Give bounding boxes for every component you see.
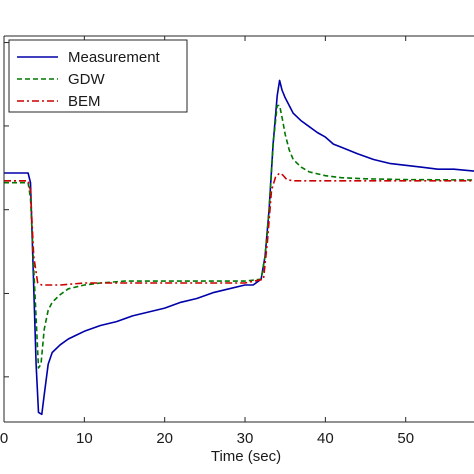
legend-label-bem: BEM (68, 93, 101, 110)
x-tick-label-20: 20 (156, 430, 173, 447)
x-tick-label-40: 40 (317, 430, 334, 447)
legend-label-measurement: Measurement (68, 49, 161, 66)
x-tick-label-0: 0 (0, 430, 8, 447)
legend: Measurement GDW BEM (8, 39, 188, 113)
ticks-layer: 0 10 20 30 40 50 (0, 36, 414, 447)
x-tick-label-30: 30 (237, 430, 254, 447)
x-tick-label-10: 10 (76, 430, 93, 447)
series-line-measurement (4, 79, 474, 416)
x-tick-label-50: 50 (397, 430, 414, 447)
legend-label-gdw: GDW (68, 71, 106, 88)
legend-box (8, 39, 188, 113)
series-layer (4, 79, 474, 416)
series-line-gdw (4, 104, 474, 369)
x-axis-title: Time (sec) (211, 448, 281, 465)
axes-layer (3, 35, 474, 423)
